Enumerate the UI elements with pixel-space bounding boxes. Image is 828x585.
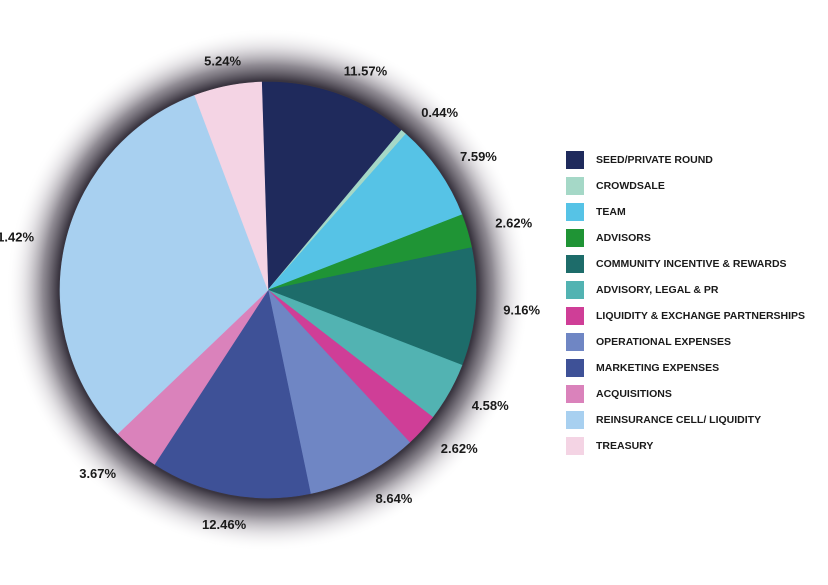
legend-label: COMMUNITY INCENTIVE & REWARDS xyxy=(596,258,787,270)
legend-label: TEAM xyxy=(596,206,626,218)
legend-item: ACQUISITIONS xyxy=(566,381,828,407)
legend-label: ADVISORS xyxy=(596,232,651,244)
pie-slice xyxy=(267,289,410,494)
legend-item: OPERATIONAL EXPENSES xyxy=(566,329,828,355)
pie-labels: 11.57% 0.44% 7.59% 2.62% 9.16% 4.58% 2.62% 8.64… xyxy=(0,53,541,532)
slice-percent-label: 8.64% xyxy=(376,491,413,506)
pie-slice xyxy=(59,94,269,435)
legend-label: TREASURY xyxy=(596,440,654,452)
pie-slice xyxy=(266,247,477,366)
legend-item: ADVISORS xyxy=(566,225,828,251)
legend-label: LIQUIDITY & EXCHANGE PARTNERSHIPS xyxy=(596,310,806,322)
pie-slices xyxy=(59,81,477,499)
pie-slice xyxy=(194,81,269,291)
legend-label: REINSURANCE CELL/ LIQUIDITY xyxy=(596,414,762,426)
legend-item: MARKETING EXPENSES xyxy=(566,355,828,381)
legend-item: LIQUIDITY & EXCHANGE PARTNERSHIPS xyxy=(566,303,828,329)
pie-slice xyxy=(154,289,311,499)
slice-percent-label: 31.42% xyxy=(0,230,34,245)
legend-swatch xyxy=(566,151,584,169)
pie-slice xyxy=(261,81,402,291)
slice-percent-label: 0.44% xyxy=(421,105,458,120)
legend-swatch xyxy=(566,255,584,273)
legend-item: ADVISORY, LEGAL & PR xyxy=(566,277,828,303)
slice-percent-label: 7.59% xyxy=(460,149,497,164)
legend-swatch xyxy=(566,411,584,429)
pie-slice xyxy=(267,133,463,291)
legend-swatch xyxy=(566,333,584,351)
legend-label: ADVISORY, LEGAL & PR xyxy=(596,284,719,296)
legend-label: SEED/PRIVATE ROUND xyxy=(596,154,713,166)
legend-item: TEAM xyxy=(566,199,828,225)
legend-swatch xyxy=(566,229,584,247)
legend-swatch xyxy=(566,307,584,325)
slice-percent-label: 2.62% xyxy=(441,441,478,456)
slice-percent-label: 5.24% xyxy=(204,53,241,68)
legend-swatch xyxy=(566,203,584,221)
slice-percent-label: 2.62% xyxy=(495,216,532,231)
legend-label: MARKETING EXPENSES xyxy=(596,362,720,374)
legend-swatch xyxy=(566,281,584,299)
legend-label: CROWDSALE xyxy=(596,180,665,192)
slice-percent-label: 4.58% xyxy=(472,398,509,413)
legend-item: REINSURANCE CELL/ LIQUIDITY xyxy=(566,407,828,433)
legend-swatch xyxy=(566,385,584,403)
slice-percent-label: 11.57% xyxy=(344,64,388,79)
legend-swatch xyxy=(566,177,584,195)
slice-percent-label: 3.67% xyxy=(79,466,116,481)
legend-label: OPERATIONAL EXPENSES xyxy=(596,336,731,348)
legend-item: COMMUNITY INCENTIVE & REWARDS xyxy=(566,251,828,277)
slice-percent-label: 12.46% xyxy=(202,517,247,532)
legend-item: TREASURY xyxy=(566,433,828,459)
legend-item: SEED/PRIVATE ROUND xyxy=(566,147,828,173)
legend-swatch xyxy=(566,359,584,377)
slice-percent-label: 9.16% xyxy=(503,302,540,317)
legend-label: ACQUISITIONS xyxy=(596,388,672,400)
legend-item: CROWDSALE xyxy=(566,173,828,199)
legend: SEED/PRIVATE ROUND CROWDSALE TEAM ADVISORS C… xyxy=(566,147,828,459)
legend-swatch xyxy=(566,437,584,455)
